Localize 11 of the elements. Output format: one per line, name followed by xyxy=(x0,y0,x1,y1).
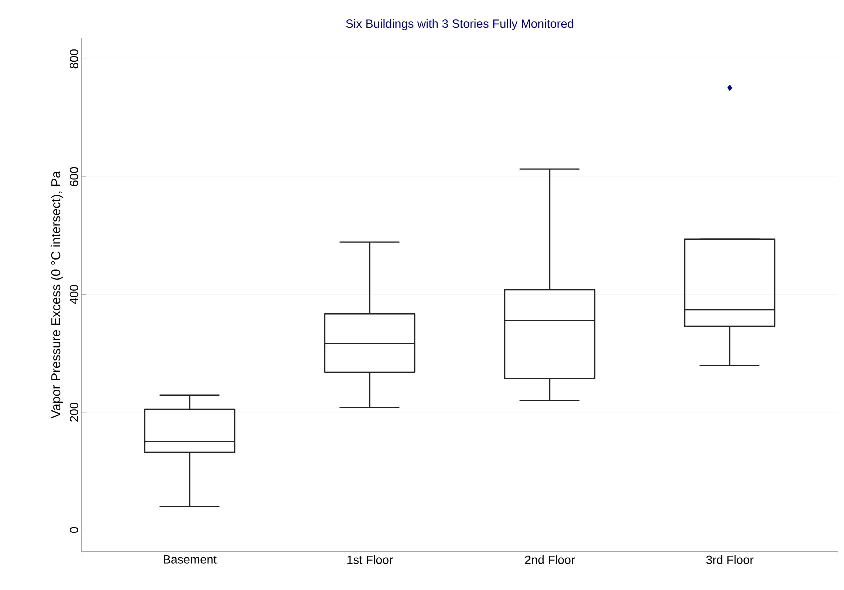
y-tick-label: 0 xyxy=(70,527,78,534)
y-tick-label: 200 xyxy=(70,402,78,422)
y-tick-label: 600 xyxy=(70,167,78,186)
x-tick-label: 2nd Floor xyxy=(525,556,576,564)
chart-title: Six Buildings with 3 Stories Fully Monitored xyxy=(346,19,574,30)
x-tick-label: Basement xyxy=(164,556,217,564)
y-tick-label: 400 xyxy=(70,285,78,304)
x-tick-label: 3rd Floor xyxy=(706,556,754,564)
y-axis-title: Vapor Pressure Excess (0 °C intersect), Pa xyxy=(51,171,64,419)
y-tick-label: 800 xyxy=(70,50,78,69)
x-tick-label: 1st Floor xyxy=(348,556,394,564)
